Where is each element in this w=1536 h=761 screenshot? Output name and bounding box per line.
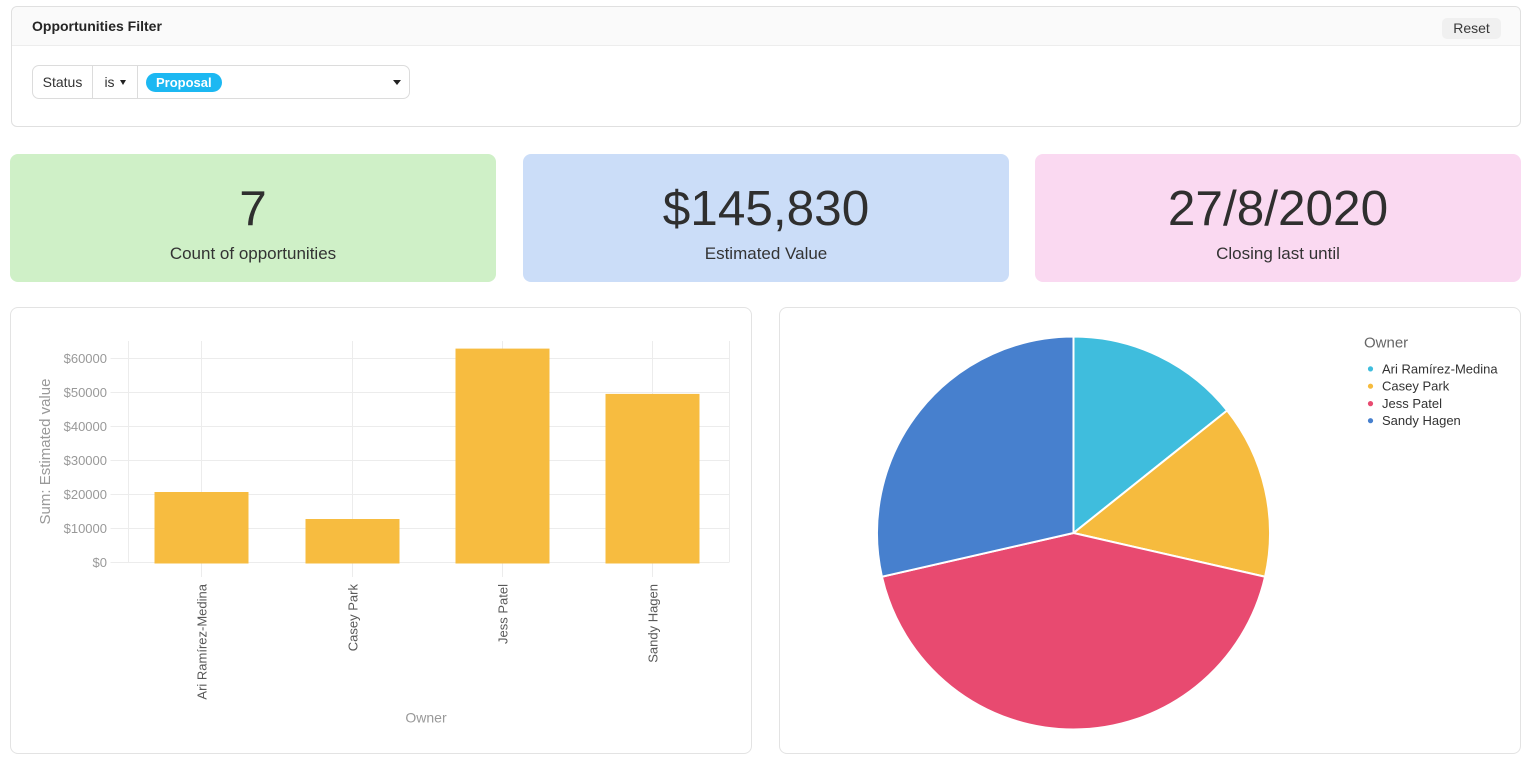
svg-text:Owner: Owner [405,710,447,726]
svg-text:Sandy Hagen: Sandy Hagen [1382,413,1461,428]
svg-text:Owner: Owner [1364,335,1408,352]
svg-text:Jess Patel: Jess Patel [496,584,511,644]
svg-text:$0: $0 [93,555,107,570]
svg-text:Casey Park: Casey Park [1382,379,1450,394]
svg-text:$50000: $50000 [64,385,107,400]
svg-text:Sum: Estimated value: Sum: Estimated value [37,379,54,525]
svg-text:Jess Patel: Jess Patel [1382,396,1442,411]
svg-text:Casey Park: Casey Park [346,584,361,652]
svg-text:Sandy Hagen: Sandy Hagen [646,584,661,663]
svg-text:Ari Ramírez-Medina: Ari Ramírez-Medina [195,583,210,699]
svg-text:$30000: $30000 [64,453,107,468]
svg-text:$40000: $40000 [64,419,107,434]
svg-text:$60000: $60000 [64,351,107,366]
svg-text:$20000: $20000 [64,487,107,502]
svg-text:$10000: $10000 [64,521,107,536]
svg-text:Ari Ramírez-Medina: Ari Ramírez-Medina [1382,361,1498,376]
